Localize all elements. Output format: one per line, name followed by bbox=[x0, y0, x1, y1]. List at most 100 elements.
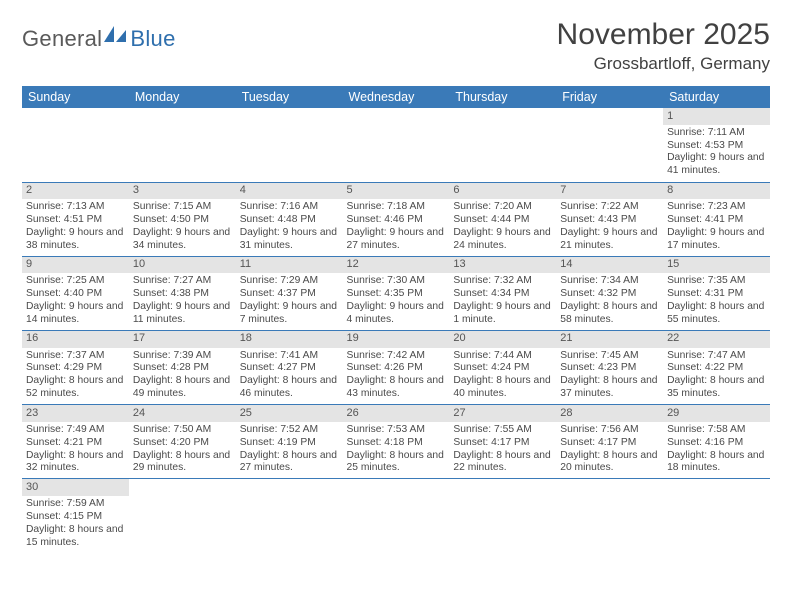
day-number: 15 bbox=[663, 257, 770, 274]
sunset-text: Sunset: 4:38 PM bbox=[133, 288, 232, 301]
day-number: 17 bbox=[129, 331, 236, 348]
sunrise-text: Sunrise: 7:32 AM bbox=[453, 275, 552, 288]
sunrise-text: Sunrise: 7:29 AM bbox=[240, 275, 339, 288]
sunrise-text: Sunrise: 7:42 AM bbox=[347, 350, 446, 363]
day-number: 27 bbox=[449, 405, 556, 422]
calendar-day-cell: 13Sunrise: 7:32 AMSunset: 4:34 PMDayligh… bbox=[449, 256, 556, 330]
daylight-text: Daylight: 8 hours and 20 minutes. bbox=[560, 450, 659, 476]
sunset-text: Sunset: 4:29 PM bbox=[26, 362, 125, 375]
weekday-header: Tuesday bbox=[236, 86, 343, 108]
day-number: 13 bbox=[449, 257, 556, 274]
sunrise-text: Sunrise: 7:41 AM bbox=[240, 350, 339, 363]
sunset-text: Sunset: 4:50 PM bbox=[133, 214, 232, 227]
day-number: 12 bbox=[343, 257, 450, 274]
sunset-text: Sunset: 4:40 PM bbox=[26, 288, 125, 301]
calendar-day-cell: 12Sunrise: 7:30 AMSunset: 4:35 PMDayligh… bbox=[343, 256, 450, 330]
calendar-day-cell: 15Sunrise: 7:35 AMSunset: 4:31 PMDayligh… bbox=[663, 256, 770, 330]
sunrise-text: Sunrise: 7:39 AM bbox=[133, 350, 232, 363]
calendar-day-cell bbox=[343, 479, 450, 553]
daylight-text: Daylight: 9 hours and 21 minutes. bbox=[560, 227, 659, 253]
day-number: 25 bbox=[236, 405, 343, 422]
calendar-day-cell: 4Sunrise: 7:16 AMSunset: 4:48 PMDaylight… bbox=[236, 182, 343, 256]
sunset-text: Sunset: 4:43 PM bbox=[560, 214, 659, 227]
calendar-day-cell: 19Sunrise: 7:42 AMSunset: 4:26 PMDayligh… bbox=[343, 330, 450, 404]
day-number: 11 bbox=[236, 257, 343, 274]
calendar-week-row: 9Sunrise: 7:25 AMSunset: 4:40 PMDaylight… bbox=[22, 256, 770, 330]
calendar-day-cell bbox=[22, 108, 129, 182]
calendar-day-cell: 23Sunrise: 7:49 AMSunset: 4:21 PMDayligh… bbox=[22, 405, 129, 479]
calendar-day-cell: 30Sunrise: 7:59 AMSunset: 4:15 PMDayligh… bbox=[22, 479, 129, 553]
weekday-header-row: Sunday Monday Tuesday Wednesday Thursday… bbox=[22, 86, 770, 108]
sunrise-text: Sunrise: 7:56 AM bbox=[560, 424, 659, 437]
calendar-day-cell bbox=[129, 108, 236, 182]
day-number: 22 bbox=[663, 331, 770, 348]
weekday-header: Monday bbox=[129, 86, 236, 108]
sunset-text: Sunset: 4:34 PM bbox=[453, 288, 552, 301]
weekday-header: Friday bbox=[556, 86, 663, 108]
calendar-day-cell bbox=[449, 108, 556, 182]
sunset-text: Sunset: 4:46 PM bbox=[347, 214, 446, 227]
sunrise-text: Sunrise: 7:37 AM bbox=[26, 350, 125, 363]
sunset-text: Sunset: 4:51 PM bbox=[26, 214, 125, 227]
day-number: 14 bbox=[556, 257, 663, 274]
calendar-day-cell: 11Sunrise: 7:29 AMSunset: 4:37 PMDayligh… bbox=[236, 256, 343, 330]
calendar-week-row: 1Sunrise: 7:11 AMSunset: 4:53 PMDaylight… bbox=[22, 108, 770, 182]
calendar-table: Sunday Monday Tuesday Wednesday Thursday… bbox=[22, 86, 770, 553]
sunrise-text: Sunrise: 7:47 AM bbox=[667, 350, 766, 363]
daylight-text: Daylight: 8 hours and 22 minutes. bbox=[453, 450, 552, 476]
sunrise-text: Sunrise: 7:16 AM bbox=[240, 201, 339, 214]
daylight-text: Daylight: 9 hours and 4 minutes. bbox=[347, 301, 446, 327]
daylight-text: Daylight: 9 hours and 24 minutes. bbox=[453, 227, 552, 253]
sunset-text: Sunset: 4:41 PM bbox=[667, 214, 766, 227]
sunrise-text: Sunrise: 7:15 AM bbox=[133, 201, 232, 214]
day-number: 26 bbox=[343, 405, 450, 422]
sunset-text: Sunset: 4:26 PM bbox=[347, 362, 446, 375]
sunrise-text: Sunrise: 7:27 AM bbox=[133, 275, 232, 288]
logo: General Blue bbox=[22, 24, 176, 54]
page-subtitle: Grossbartloff, Germany bbox=[557, 54, 770, 74]
header: General Blue November 2025 Grossbartloff… bbox=[22, 18, 770, 74]
calendar-day-cell: 28Sunrise: 7:56 AMSunset: 4:17 PMDayligh… bbox=[556, 405, 663, 479]
daylight-text: Daylight: 8 hours and 58 minutes. bbox=[560, 301, 659, 327]
sunrise-text: Sunrise: 7:59 AM bbox=[26, 498, 125, 511]
calendar-day-cell bbox=[236, 479, 343, 553]
sunrise-text: Sunrise: 7:45 AM bbox=[560, 350, 659, 363]
day-number: 24 bbox=[129, 405, 236, 422]
calendar-day-cell: 20Sunrise: 7:44 AMSunset: 4:24 PMDayligh… bbox=[449, 330, 556, 404]
sunrise-text: Sunrise: 7:11 AM bbox=[667, 127, 766, 140]
sunset-text: Sunset: 4:21 PM bbox=[26, 437, 125, 450]
day-number: 5 bbox=[343, 183, 450, 200]
sunrise-text: Sunrise: 7:55 AM bbox=[453, 424, 552, 437]
daylight-text: Daylight: 8 hours and 37 minutes. bbox=[560, 375, 659, 401]
sunset-text: Sunset: 4:16 PM bbox=[667, 437, 766, 450]
weekday-header: Saturday bbox=[663, 86, 770, 108]
calendar-body: 1Sunrise: 7:11 AMSunset: 4:53 PMDaylight… bbox=[22, 108, 770, 553]
calendar-day-cell: 3Sunrise: 7:15 AMSunset: 4:50 PMDaylight… bbox=[129, 182, 236, 256]
sunrise-text: Sunrise: 7:22 AM bbox=[560, 201, 659, 214]
day-number: 20 bbox=[449, 331, 556, 348]
page-title: November 2025 bbox=[557, 18, 770, 52]
calendar-day-cell: 22Sunrise: 7:47 AMSunset: 4:22 PMDayligh… bbox=[663, 330, 770, 404]
daylight-text: Daylight: 9 hours and 38 minutes. bbox=[26, 227, 125, 253]
calendar-day-cell bbox=[129, 479, 236, 553]
sunset-text: Sunset: 4:23 PM bbox=[560, 362, 659, 375]
sunrise-text: Sunrise: 7:20 AM bbox=[453, 201, 552, 214]
sunrise-text: Sunrise: 7:23 AM bbox=[667, 201, 766, 214]
daylight-text: Daylight: 9 hours and 17 minutes. bbox=[667, 227, 766, 253]
calendar-week-row: 2Sunrise: 7:13 AMSunset: 4:51 PMDaylight… bbox=[22, 182, 770, 256]
sunrise-text: Sunrise: 7:18 AM bbox=[347, 201, 446, 214]
day-number: 30 bbox=[22, 479, 129, 496]
sunrise-text: Sunrise: 7:35 AM bbox=[667, 275, 766, 288]
sunset-text: Sunset: 4:22 PM bbox=[667, 362, 766, 375]
daylight-text: Daylight: 8 hours and 27 minutes. bbox=[240, 450, 339, 476]
sunrise-text: Sunrise: 7:25 AM bbox=[26, 275, 125, 288]
weekday-header: Thursday bbox=[449, 86, 556, 108]
calendar-day-cell: 14Sunrise: 7:34 AMSunset: 4:32 PMDayligh… bbox=[556, 256, 663, 330]
calendar-day-cell: 17Sunrise: 7:39 AMSunset: 4:28 PMDayligh… bbox=[129, 330, 236, 404]
logo-text-blue: Blue bbox=[130, 26, 175, 52]
sunrise-text: Sunrise: 7:53 AM bbox=[347, 424, 446, 437]
logo-sail-icon bbox=[102, 24, 128, 44]
calendar-day-cell bbox=[236, 108, 343, 182]
calendar-day-cell: 8Sunrise: 7:23 AMSunset: 4:41 PMDaylight… bbox=[663, 182, 770, 256]
calendar-day-cell: 29Sunrise: 7:58 AMSunset: 4:16 PMDayligh… bbox=[663, 405, 770, 479]
